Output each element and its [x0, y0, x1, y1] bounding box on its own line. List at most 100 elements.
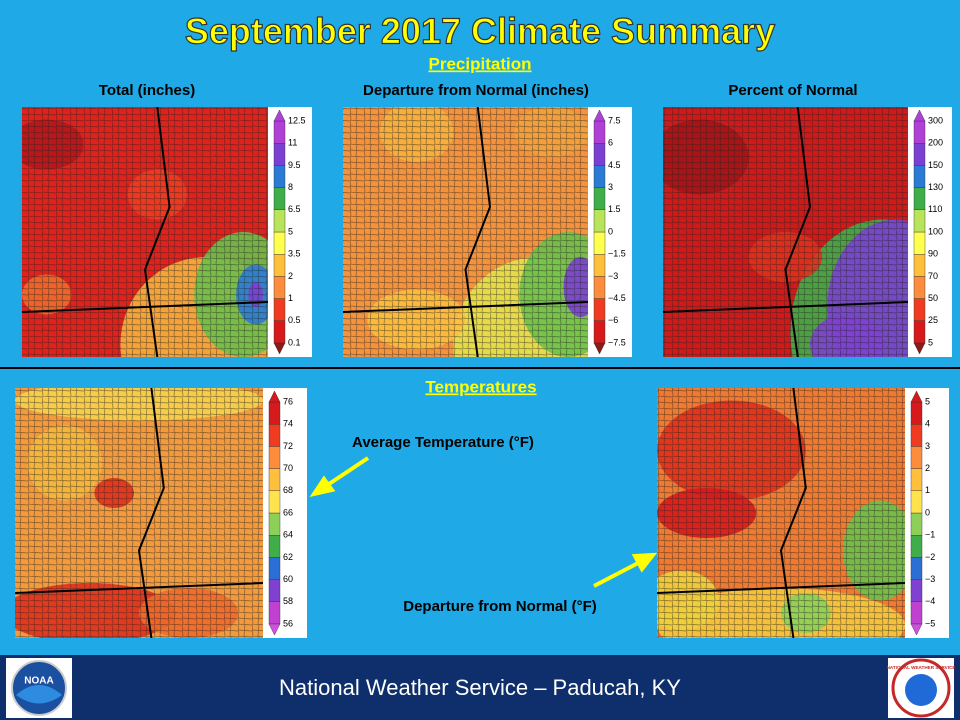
legend-end: [273, 109, 286, 122]
legend-swatch: [268, 535, 281, 558]
map-areas: [663, 107, 908, 357]
section-heading: Temperatures: [425, 377, 536, 396]
noaa-logo: NOAA: [6, 658, 72, 718]
legend-label: 50: [928, 293, 938, 303]
legend-label: 3: [925, 441, 930, 451]
legend-label: 68: [283, 485, 293, 495]
legend-end: [913, 109, 926, 122]
legend-swatch: [273, 276, 286, 299]
title: September 2017 Climate Summary: [185, 11, 775, 52]
legend-label: 72: [283, 441, 293, 451]
map-areas: [657, 388, 905, 638]
map-title: Departure from Normal (inches): [363, 82, 589, 99]
legend-swatch: [593, 209, 606, 233]
legend-label: 5: [288, 226, 293, 236]
logo-inner: [905, 674, 937, 706]
arrow: [593, 560, 641, 588]
legend-label: 4: [925, 419, 930, 429]
legend-label: 11: [288, 138, 297, 148]
legend-swatch: [273, 209, 286, 233]
map-areas: [22, 107, 268, 357]
arrow-head: [309, 475, 336, 498]
legend-label: 70: [928, 271, 938, 281]
map: [15, 388, 263, 638]
legend-swatch: [910, 579, 923, 602]
map-label: Departure from Normal (°F): [403, 598, 597, 615]
legend-swatch: [910, 535, 923, 558]
legend-label: 76: [283, 396, 293, 406]
legend-swatch: [593, 142, 606, 166]
legend-label: 100: [928, 226, 943, 236]
legend-label: 5: [925, 396, 930, 406]
legend-end: [593, 109, 606, 122]
map: [22, 107, 268, 357]
legend-label: 5: [928, 337, 933, 347]
legend-swatch: [593, 298, 606, 322]
legend-swatch: [593, 276, 606, 299]
legend-label: 3.5: [288, 249, 301, 259]
legend-swatch: [273, 320, 286, 344]
legend-end: [910, 390, 923, 403]
arrow: [324, 456, 370, 488]
legend-label: 1.5: [608, 204, 621, 214]
legend-label: 200: [928, 138, 943, 148]
legend-swatch: [593, 120, 606, 144]
map-areas: [343, 107, 588, 357]
county-lines: [343, 107, 588, 357]
arrows: [309, 456, 658, 588]
legend-label: 8: [288, 182, 293, 192]
legend-label: 6.5: [288, 204, 301, 214]
legend-label: −5: [925, 618, 935, 628]
legend-end: [268, 390, 281, 403]
legend-label: 3: [608, 182, 613, 192]
map-title: Total (inches): [99, 82, 195, 99]
legend-swatch: [913, 165, 926, 188]
legend-swatch: [268, 557, 281, 580]
legend-label: −1: [925, 530, 935, 540]
legend-swatch: [268, 512, 281, 536]
legend-label: 66: [283, 507, 293, 517]
legend-label: −3: [608, 271, 618, 281]
legend-swatch: [273, 253, 286, 277]
arrow-head: [631, 552, 658, 573]
logo-text: NOAA: [24, 676, 53, 687]
legend-label: 150: [928, 160, 943, 170]
legend-swatch: [593, 253, 606, 277]
legend-label: 90: [928, 249, 938, 259]
legend-label: 56: [283, 618, 293, 628]
legend-swatch: [273, 298, 286, 322]
county-lines: [657, 388, 905, 638]
legend-label: 7.5: [608, 115, 621, 125]
legend-swatch: [910, 490, 923, 514]
county-lines: [15, 388, 263, 638]
legend-label: −6: [608, 315, 618, 325]
state-lines: [663, 107, 908, 357]
legend-label: 25: [928, 315, 938, 325]
map-label: Average Temperature (°F): [352, 434, 534, 451]
legend-swatch: [910, 601, 923, 625]
legend-label: −1.5: [608, 249, 626, 259]
legend-label: 300: [928, 115, 943, 125]
legend-label: −2: [925, 552, 935, 562]
map-title: Percent of Normal: [728, 82, 857, 99]
legend-label: 1: [925, 485, 930, 495]
legend-swatch: [273, 231, 286, 255]
state-lines: [22, 107, 268, 357]
legend-swatch: [910, 446, 923, 469]
legend-label: 9.5: [288, 160, 301, 170]
legend-label: 0: [608, 226, 613, 236]
legend-label: 0.5: [288, 315, 301, 325]
legend-swatch: [913, 276, 926, 299]
legend-label: 74: [283, 419, 293, 429]
legend-swatch: [273, 120, 286, 144]
legend-swatch: [268, 490, 281, 514]
legend-label: 2: [288, 271, 293, 281]
legend-label: 6: [608, 138, 613, 148]
legend-label: 58: [283, 596, 293, 606]
map: [663, 107, 908, 357]
legend-end: [268, 623, 281, 636]
legend-swatch: [268, 601, 281, 625]
footer-bar: [0, 655, 960, 720]
logo-text: NATIONAL WEATHER SERVICE: [887, 665, 956, 670]
legend-end: [913, 342, 926, 355]
